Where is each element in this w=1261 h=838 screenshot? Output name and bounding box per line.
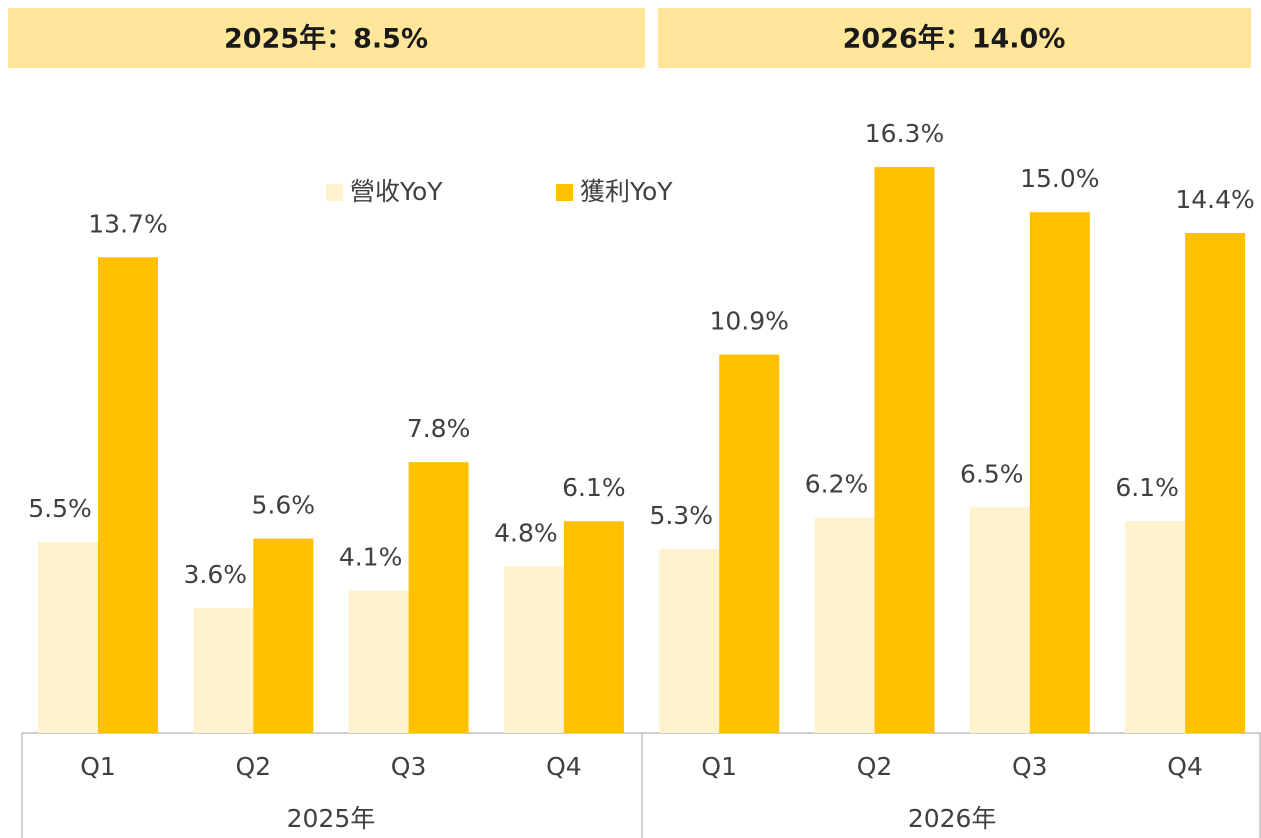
bar (659, 548, 720, 733)
bar (193, 608, 254, 733)
bar (408, 462, 469, 733)
bar (503, 566, 564, 733)
group-label: 2026年 (908, 804, 997, 833)
data-label: 15.0% (1020, 164, 1099, 193)
bar (563, 521, 624, 733)
data-label: 16.3% (865, 119, 944, 148)
x-tick-label: Q2 (236, 752, 272, 781)
data-label: 6.2% (805, 470, 869, 499)
header-text: 2026年：14.0% (843, 23, 1066, 55)
data-label: 6.1% (1115, 473, 1179, 502)
data-label: 5.5% (28, 494, 92, 523)
bar (348, 590, 409, 733)
header-box (8, 8, 645, 68)
data-label: 6.5% (960, 459, 1024, 488)
legend-label: 獲利YoY (580, 177, 673, 206)
x-tick-label: Q4 (1167, 752, 1203, 781)
x-tick-label: Q1 (701, 752, 737, 781)
bar (969, 507, 1030, 733)
bar (1125, 521, 1186, 733)
legend-swatch (326, 184, 343, 201)
bar (98, 257, 158, 733)
data-label: 5.3% (649, 501, 713, 530)
bar (38, 542, 98, 733)
bar (1185, 233, 1246, 733)
x-tick-label: Q4 (546, 752, 582, 781)
x-tick-label: Q2 (857, 752, 893, 781)
data-label: 6.1% (562, 473, 626, 502)
x-tick-label: Q3 (1012, 752, 1048, 781)
x-tick-label: Q1 (80, 752, 116, 781)
data-label: 3.6% (184, 560, 248, 589)
bar (719, 354, 780, 733)
header-text: 2025年：8.5% (224, 23, 428, 55)
data-label: 7.8% (407, 414, 471, 443)
legend-label: 營收YoY (350, 177, 443, 206)
data-label: 4.1% (339, 543, 403, 572)
bar (1029, 212, 1090, 733)
data-label: 4.8% (494, 518, 558, 547)
legend-swatch (556, 184, 573, 201)
bar (814, 517, 875, 733)
bar (874, 167, 935, 733)
data-label: 14.4% (1175, 185, 1254, 214)
x-tick-label: Q3 (391, 752, 427, 781)
data-label: 13.7% (88, 209, 167, 238)
group-label: 2025年 (287, 804, 376, 833)
header-box (658, 8, 1251, 68)
data-label: 10.9% (709, 307, 788, 336)
data-label: 5.6% (252, 491, 316, 520)
bar (253, 538, 314, 733)
